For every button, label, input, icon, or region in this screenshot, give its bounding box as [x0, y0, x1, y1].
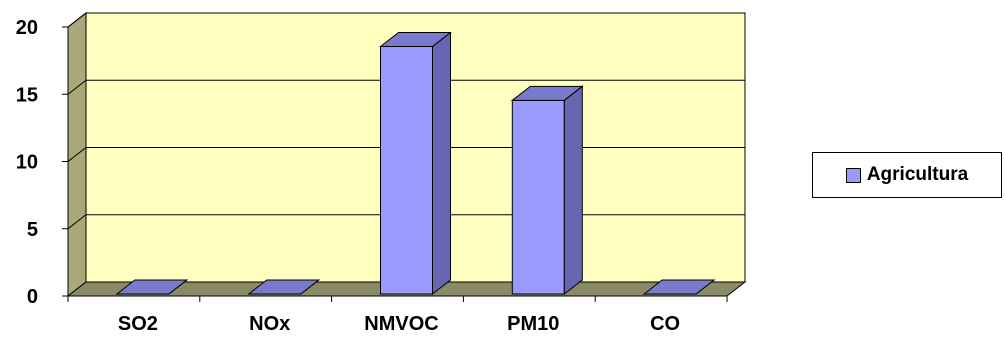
y-tick-label: 15: [16, 84, 38, 106]
legend-label: Agricultura: [866, 164, 969, 185]
y-tick-label: 5: [27, 219, 38, 241]
x-tick-label: PM10: [507, 313, 559, 335]
bar-top: [247, 279, 321, 295]
x-tick-label: NMVOC: [364, 313, 438, 335]
legend-swatch: [845, 167, 861, 183]
x-tick-label: SO2: [118, 313, 158, 335]
bar-top: [510, 85, 584, 101]
bar: [379, 31, 452, 296]
legend: Agricultura: [812, 152, 1002, 198]
x-tick-label: NOx: [249, 313, 290, 335]
bar: [642, 279, 716, 295]
gridline-side: [67, 79, 87, 95]
y-tick-label: 10: [16, 152, 38, 174]
gridline-side: [67, 12, 87, 28]
bar-side: [432, 31, 451, 296]
gridline-side: [67, 214, 87, 230]
bar-top: [642, 279, 716, 295]
y-axis-ticks: 0 5 10 15 20: [16, 17, 69, 308]
y-tick-label: 20: [16, 17, 38, 39]
bar-top: [115, 279, 189, 295]
gridline-side: [67, 147, 87, 162]
x-axis-labels: SO2 NOx NMVOC PM10 CO: [67, 296, 728, 335]
bar: [115, 279, 189, 295]
bar-side: [563, 85, 583, 296]
bar-front: [511, 99, 565, 295]
x-tick-label: CO: [650, 313, 680, 335]
y-tick-label: 0: [27, 286, 38, 308]
bar: [247, 279, 321, 295]
bars: [115, 31, 716, 296]
bar: [510, 85, 584, 296]
bar-top: [379, 32, 452, 48]
bar-front: [380, 46, 433, 295]
